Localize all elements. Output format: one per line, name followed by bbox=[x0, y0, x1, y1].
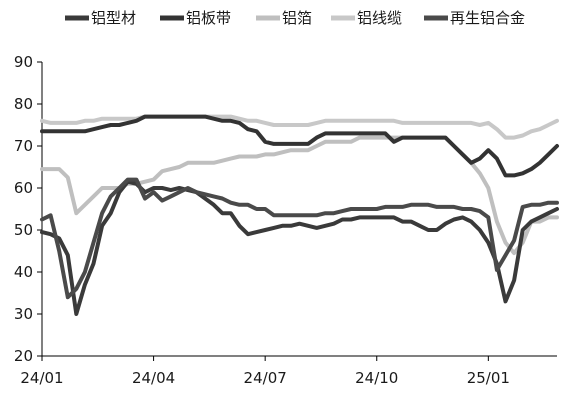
y-tick-label-3: 50 bbox=[14, 221, 33, 239]
legend-label-1: 铝板带 bbox=[186, 9, 231, 27]
x-tick-label-1: 24/04 bbox=[132, 369, 175, 387]
y-tick-label-2: 40 bbox=[14, 263, 33, 281]
legend-item-1: 铝板带 bbox=[160, 9, 231, 27]
x-tick-label-4: 25/01 bbox=[467, 369, 510, 387]
y-tick-label-6: 80 bbox=[14, 95, 33, 113]
x-axis-ticks: 24/01 24/04 24/07 24/10 25/01 bbox=[20, 356, 510, 387]
series-line-3 bbox=[40, 114, 559, 140]
legend: 铝型材 铝板带 铝箔 铝线缆 再生铝合金 bbox=[65, 9, 525, 27]
legend-item-4: 再生铝合金 bbox=[424, 9, 525, 27]
x-tick-label-0: 24/01 bbox=[20, 369, 63, 387]
y-tick-label-0: 20 bbox=[14, 347, 33, 365]
series-line-1 bbox=[40, 114, 559, 178]
legend-label-0: 铝型材 bbox=[91, 9, 136, 27]
series-line-4 bbox=[40, 177, 559, 300]
x-tick-label-3: 24/10 bbox=[355, 369, 398, 387]
y-tick-label-5: 70 bbox=[14, 137, 33, 155]
y-tick-label-1: 30 bbox=[14, 305, 33, 323]
y-tick-label-4: 60 bbox=[14, 179, 33, 197]
legend-item-0: 铝型材 bbox=[65, 9, 136, 27]
series-lines bbox=[40, 114, 559, 316]
legend-label-4: 再生铝合金 bbox=[450, 9, 525, 27]
y-tick-label-7: 90 bbox=[14, 53, 33, 71]
legend-label-2: 铝箔 bbox=[282, 9, 312, 27]
legend-item-2: 铝箔 bbox=[256, 9, 312, 27]
series-line-0 bbox=[40, 179, 559, 316]
legend-item-3: 铝线缆 bbox=[331, 9, 402, 27]
legend-label-3: 铝线缆 bbox=[357, 9, 402, 27]
x-tick-label-2: 24/07 bbox=[244, 369, 287, 387]
y-axis-ticks: 20 30 40 50 60 70 80 90 bbox=[14, 53, 42, 365]
